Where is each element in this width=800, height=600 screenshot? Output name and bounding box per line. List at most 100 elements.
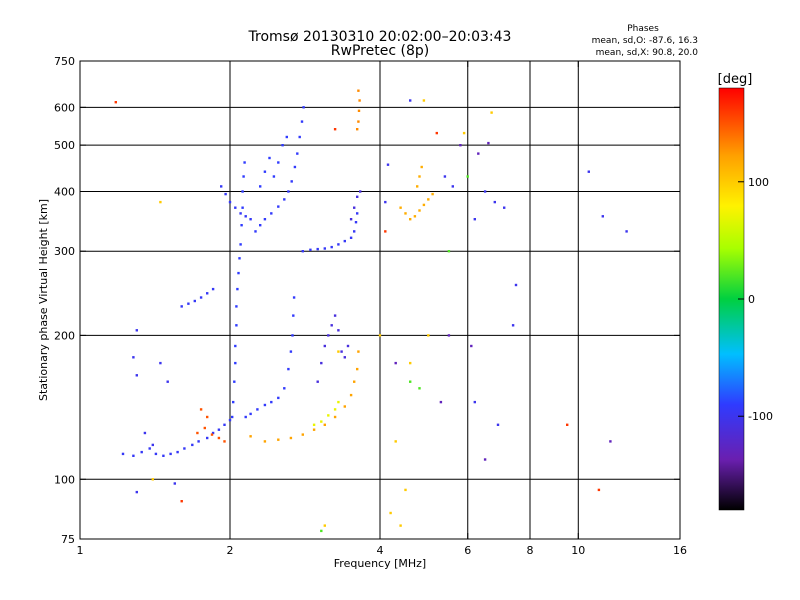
- trace-point: [409, 218, 412, 221]
- x-axis-label: Frequency [MHz]: [334, 557, 426, 570]
- scatter-point: [399, 524, 402, 527]
- trace-point: [312, 428, 316, 431]
- x-tick-label: 6: [464, 544, 471, 557]
- trace-point: [327, 414, 330, 417]
- y-tick-label: 200: [54, 329, 75, 342]
- scatter-point: [490, 111, 493, 114]
- trace-point: [353, 380, 356, 383]
- trace-point: [418, 175, 421, 178]
- scatter-point: [609, 440, 612, 443]
- trace-point: [287, 190, 290, 193]
- trace-point: [256, 408, 259, 411]
- colorbar-label: [deg]: [718, 72, 753, 87]
- trace-point: [340, 350, 343, 353]
- trace-point: [333, 415, 337, 419]
- scatter-point: [404, 488, 407, 492]
- trace-point: [349, 218, 353, 221]
- scatter-point: [378, 334, 382, 337]
- scatter-point: [384, 230, 387, 233]
- trace-point: [223, 440, 226, 443]
- trace-point: [140, 450, 143, 454]
- trace-point: [249, 218, 252, 221]
- trace-point: [343, 405, 346, 408]
- trace-point: [240, 224, 243, 227]
- trace-point: [281, 144, 284, 147]
- scatter-point: [151, 478, 154, 481]
- trace-point: [223, 423, 226, 426]
- trace-point: [238, 257, 241, 260]
- trace-point: [354, 221, 358, 224]
- x-tick-label: 8: [527, 544, 534, 557]
- scatter-point: [473, 218, 476, 221]
- trace-point: [323, 344, 326, 348]
- trace-point: [249, 435, 252, 438]
- scatter-point: [418, 387, 421, 390]
- trace-point: [357, 120, 360, 123]
- trace-point: [399, 206, 402, 209]
- scatter-point: [151, 443, 154, 447]
- y-tick-label: 75: [61, 533, 75, 546]
- scatter-point: [173, 482, 176, 485]
- scatter-point: [180, 500, 183, 503]
- colorbar-ticks: 100 0 -100: [738, 176, 773, 423]
- scatter-point: [389, 511, 392, 515]
- trace-point: [283, 387, 286, 390]
- trace-point: [263, 403, 267, 407]
- trace-point: [349, 393, 353, 397]
- trace-point: [292, 296, 296, 299]
- scatter-point: [439, 400, 443, 404]
- trace-point: [292, 314, 295, 317]
- scatter-point: [394, 361, 397, 365]
- y-tick-label: 400: [54, 185, 75, 198]
- trace-point: [283, 198, 286, 201]
- y-tick-label: 500: [54, 139, 75, 152]
- trace-point: [422, 203, 426, 207]
- trace-point: [343, 239, 346, 243]
- scatter-point: [409, 99, 412, 102]
- trace-point: [300, 120, 304, 123]
- trace-point: [346, 344, 350, 348]
- colorbar-tick-label: -100: [748, 410, 773, 423]
- stats-header: Phases: [627, 24, 659, 34]
- scatter-point: [135, 490, 138, 494]
- scatter-point: [451, 185, 454, 188]
- y-tick-label: 100: [54, 473, 75, 486]
- data-points: [114, 89, 628, 533]
- trace-point: [197, 440, 200, 443]
- trace-point: [249, 412, 252, 416]
- trace-point: [356, 195, 359, 198]
- x-tick-label: 2: [227, 544, 234, 557]
- scatter-point: [166, 380, 169, 383]
- trace-point: [418, 209, 421, 212]
- trace-point: [241, 206, 244, 209]
- trace-point: [217, 436, 221, 440]
- scatter-point: [503, 206, 506, 209]
- trace-point: [327, 334, 330, 337]
- trace-point: [330, 245, 333, 249]
- scatter-point: [443, 175, 447, 178]
- trace-point: [234, 206, 237, 209]
- trace-point: [309, 248, 312, 251]
- trace-point: [287, 367, 290, 371]
- scatter-point: [496, 423, 500, 426]
- trace-point: [277, 205, 280, 208]
- trace-point: [235, 305, 238, 308]
- x-tick-label: 1: [77, 544, 84, 557]
- trace-point: [431, 192, 434, 196]
- x-axis: 1 2 4 6 8 10 16: [77, 61, 687, 557]
- trace-point: [272, 175, 276, 178]
- trace-point: [323, 247, 326, 250]
- trace-point: [420, 165, 423, 169]
- scatter-point: [477, 152, 480, 155]
- stats-x-mode: mean, sd,X: 90.8, 20.0: [596, 48, 699, 58]
- trace-point: [357, 89, 360, 92]
- trace-point: [187, 302, 190, 305]
- trace-point: [259, 224, 262, 227]
- trace-point: [241, 190, 244, 193]
- scatter-point: [470, 344, 473, 348]
- trace-point: [196, 431, 199, 435]
- trace-point: [206, 436, 209, 440]
- trace-point: [193, 299, 196, 303]
- x-tick-label: 10: [571, 544, 585, 557]
- trace-point: [277, 396, 280, 400]
